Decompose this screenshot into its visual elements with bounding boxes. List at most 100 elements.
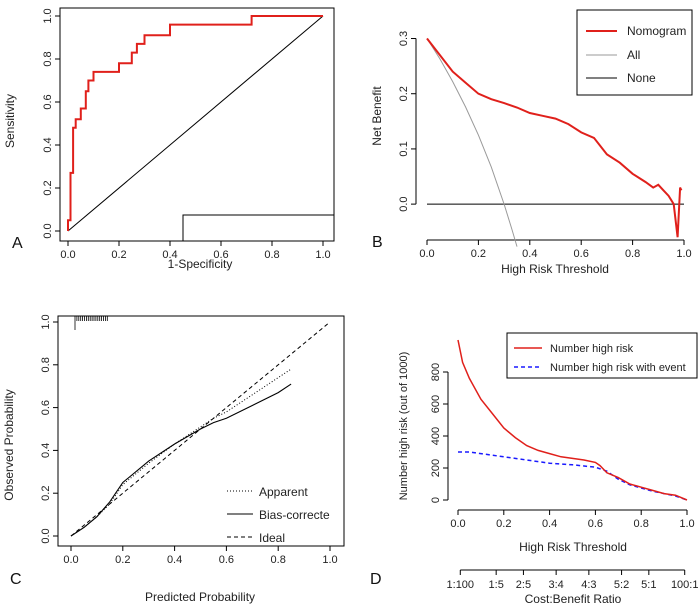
panel-b-xtick-label: 0.4 <box>522 248 537 260</box>
panel-c-xtick-label: 1.0 <box>322 554 337 566</box>
panel-b-nomogram-line <box>426 37 683 238</box>
panel-d-cost-tick-label: 4:3 <box>581 579 596 591</box>
panel-c-xtick-label: 0.0 <box>63 554 78 566</box>
panel-b-decision-curve: B High Risk Threshold Net Benefit 0.0 0.2… <box>370 9 693 276</box>
panel-c-calibration: C Predicted Probability Observed Probabi… <box>2 314 345 604</box>
panel-a-ytick-label: 0.6 <box>42 94 54 109</box>
panel-b-lines <box>426 37 684 247</box>
panel-d-xtick-label: 0.8 <box>634 518 649 530</box>
panel-d-y-ticks: 0 200 400 600 800 <box>430 363 449 503</box>
panel-d-legend-box <box>506 332 698 379</box>
panel-d-ytick-label: 400 <box>430 427 442 445</box>
panel-c-y-ticks: 0.0 0.2 0.4 0.6 0.8 1.0 <box>40 314 58 544</box>
panel-d-xtick-label: 0.0 <box>450 518 465 530</box>
panel-c-xtick-label: 0.6 <box>219 554 234 566</box>
panel-a-ylabel: Sensitivity <box>3 94 17 148</box>
panel-b-xlabel: High Risk Threshold <box>501 262 609 276</box>
panel-b-legend: Nomogram All None <box>576 9 693 96</box>
panel-d-with-event-line <box>458 451 688 501</box>
panel-d-cost-tick-label: 5:2 <box>614 579 629 591</box>
panel-d-legend-with-event: Number high risk with event <box>550 362 686 374</box>
panel-a-xlabel: 1-Specificity <box>168 257 233 271</box>
panel-c-xtick-label: 0.8 <box>271 554 286 566</box>
panel-b-ytick-label: 0.1 <box>398 141 410 156</box>
panel-b-ylabel: Net Benefit <box>370 86 384 146</box>
panel-c-x-ticks: 0.0 0.2 0.4 0.6 0.8 1.0 <box>63 546 338 566</box>
panel-c-legend-apparent: Apparent <box>259 485 308 499</box>
panel-b-xtick-label: 0.6 <box>574 248 589 260</box>
panel-c-xtick-label: 0.4 <box>167 554 182 566</box>
panel-a-xtick-label: 0.6 <box>213 249 228 261</box>
panel-d-cost-tick-label: 1:100 <box>447 579 475 591</box>
panel-d-xtick-label: 1.0 <box>679 518 694 530</box>
panel-d-label: D <box>370 571 382 588</box>
panel-c-ytick-label: 0.2 <box>40 486 52 501</box>
panel-d-clinical-impact: D High Risk Threshold Cost:Benefit Ratio… <box>370 332 699 606</box>
panel-d-xlabel2: Cost:Benefit Ratio <box>525 592 622 606</box>
panel-d-lines <box>457 339 688 501</box>
panel-d-legend: Number high risk Number high risk with e… <box>506 332 698 379</box>
panel-c-ylabel: Observed Probability <box>2 389 16 500</box>
panel-c-apparent-line <box>70 368 292 537</box>
panel-d-high-risk-line <box>457 339 688 501</box>
panel-c-label: C <box>10 571 22 588</box>
panel-b-legend-box <box>576 9 693 96</box>
panel-d-x-ticks: 0.0 0.2 0.4 0.6 0.8 1.0 <box>450 509 695 530</box>
panel-b-xtick-label: 0.0 <box>419 248 434 260</box>
panel-a-ytick-label: 1.0 <box>42 8 54 23</box>
panel-d-cost-tick-label: 5:1 <box>641 579 656 591</box>
panel-b-legend-all: All <box>627 48 640 62</box>
panel-d-xlabel: High Risk Threshold <box>519 540 627 554</box>
panel-b-ytick-label: 0.0 <box>398 196 410 211</box>
panel-b-label: B <box>372 234 383 251</box>
panel-b-xtick-label: 1.0 <box>676 248 691 260</box>
panel-a-plot-frame <box>59 7 335 242</box>
panel-d-xtick-label: 0.6 <box>588 518 603 530</box>
panel-c-ytick-label: 0.6 <box>40 400 52 415</box>
panel-d-cost-tick-label: 100:1 <box>671 579 699 591</box>
panel-b-y-ticks: 0.0 0.1 0.2 0.3 <box>398 31 417 212</box>
panel-d-xtick-label: 0.4 <box>542 518 557 530</box>
panel-d-cost-ticks: 1:100 1:5 2:5 3:4 4:3 5:2 5:1 100:1 <box>447 569 699 591</box>
panel-b-xtick-label: 0.2 <box>471 248 486 260</box>
panel-c-lines <box>70 321 331 537</box>
panel-d-ytick-label: 0 <box>430 497 442 503</box>
panel-a-ytick-label: 0.2 <box>42 180 54 195</box>
panel-a-xtick-label: 0.0 <box>60 249 75 261</box>
panel-d-legend-high-risk: Number high risk <box>550 343 634 355</box>
panel-b-ytick-label: 0.2 <box>398 86 410 101</box>
panel-d-ylabel: Number high risk (out of 1000) <box>398 352 410 501</box>
panel-a-reference-line <box>67 15 324 232</box>
panel-a-xtick-label: 0.8 <box>264 249 279 261</box>
panel-d-ytick-label: 600 <box>430 395 442 413</box>
panel-a-y-ticks: 0.0 0.2 0.4 0.6 0.8 1.0 <box>42 8 60 239</box>
panel-a-ytick-label: 0.0 <box>42 223 54 238</box>
panel-c-legend: Apparent Bias-correcte Ideal <box>227 485 330 545</box>
panel-d-ytick-label: 200 <box>430 459 442 477</box>
panel-a-lines <box>67 15 324 232</box>
panel-d-cost-tick-label: 3:4 <box>548 579 563 591</box>
panel-a-ytick-label: 0.8 <box>42 51 54 66</box>
panel-c-legend-ideal: Ideal <box>259 531 285 545</box>
panel-d-ytick-label: 800 <box>430 363 442 381</box>
panel-a-xtick-label: 0.4 <box>162 249 177 261</box>
panel-c-legend-bias: Bias-correcte <box>259 508 330 522</box>
panel-b-xtick-label: 0.8 <box>625 248 640 260</box>
panel-a-xtick-label: 0.2 <box>111 249 126 261</box>
panel-a-x-ticks: 0.0 0.2 0.4 0.6 0.8 1.0 <box>60 241 331 261</box>
panel-d-cost-tick-label: 1:5 <box>489 579 504 591</box>
panel-c-bias-corrected-line <box>70 383 292 537</box>
panel-a-inset-box <box>182 214 334 241</box>
panel-c-ytick-label: 1.0 <box>40 314 52 329</box>
panel-a-roc: A 1-Specificity Sensitivity 0.0 0.2 0.4 0.6… <box>3 7 335 271</box>
panel-c-ytick-label: 0.4 <box>40 443 52 458</box>
panel-a-label: A <box>12 235 23 252</box>
panel-c-xlabel: Predicted Probability <box>145 590 255 604</box>
panel-c-xtick-label: 0.2 <box>115 554 130 566</box>
panel-c-ytick-label: 0.0 <box>40 528 52 543</box>
panel-c-plot-frame <box>57 315 345 547</box>
panel-a-roc-curve <box>67 15 323 231</box>
panel-c-ytick-label: 0.8 <box>40 357 52 372</box>
panel-b-legend-nomogram: Nomogram <box>627 24 686 38</box>
